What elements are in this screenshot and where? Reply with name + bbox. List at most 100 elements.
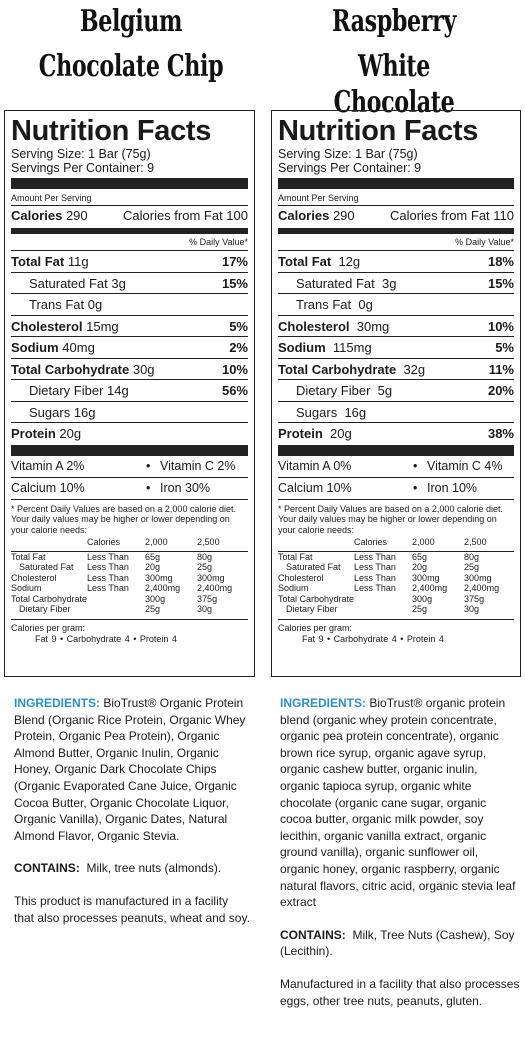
nutrient-row-sugars: Sugars 16g <box>11 402 248 423</box>
amount-per-serving: Amount Per Serving <box>11 193 92 203</box>
divider-thick <box>11 178 248 189</box>
divider-thick <box>11 444 248 456</box>
mineral-row: Calcium 10% • Iron 10% <box>278 478 514 500</box>
text-label: Total Carbohydrate <box>278 361 397 377</box>
text-label: Dietary Fiber <box>286 604 338 614</box>
calories-row: Calories 290 Calories from Fat 100 <box>11 206 248 228</box>
text-label: 2,500 <box>197 537 220 547</box>
text-label: Calories <box>278 208 330 223</box>
text-label: Calories per gram: <box>278 622 353 633</box>
text-label: Total Carbohydrate <box>11 593 88 604</box>
amount-per-serving: Amount Per Serving <box>278 193 359 203</box>
text-label: Vitamin C 4% <box>427 458 503 473</box>
text-label: 300mg <box>464 572 492 583</box>
text-label: 32g <box>403 361 426 377</box>
calories-per-gram: Calories per gram: Fat 9 • Carbohydrate … <box>11 618 248 645</box>
text-label: Less Than <box>354 583 396 593</box>
nutrient-row-total-carbohydrate: Total Carbohydrate 32g 11% <box>278 359 514 380</box>
text-label: 10% <box>487 318 514 334</box>
table-row: Total Carbohydrate 300g 375g <box>11 594 248 605</box>
text-label: Calcium 10% <box>278 480 352 495</box>
nutrient-row-dietary-fiber: Dietary Fiber 5g 20% <box>278 380 514 402</box>
product-title: Raspberry White Chocolate <box>297 4 491 121</box>
text-label: 2,400mg <box>145 583 181 593</box>
text-label: Chocolate Chip <box>38 49 224 84</box>
text-label: 18% <box>487 254 514 269</box>
text-label: 300mg <box>412 572 440 583</box>
text-label: BioTrust® Organic Protein Blend (Organic… <box>14 696 246 843</box>
calories-per-gram: Calories per gram: Fat 9 • Carbohydrate … <box>278 618 514 645</box>
text-label: Less Than <box>354 562 396 572</box>
daily-value-footnote: * Percent Daily Values are based on a 2,… <box>278 503 503 535</box>
text-label: 25g <box>145 604 161 614</box>
nutrient-row-protein: Protein 20g <box>11 423 248 445</box>
divider-medium <box>278 228 514 234</box>
table-row: Saturated Fat Less Than 20g 25g <box>11 562 248 573</box>
text-label: 5g <box>377 383 393 398</box>
text-label: 115mg <box>332 340 372 355</box>
text-label: 30g <box>464 604 480 614</box>
nutrition-facts-heading: Nutrition Facts <box>278 115 479 147</box>
text-label: Trans Fat <box>296 297 352 312</box>
text-label: Protein <box>278 426 323 441</box>
text-label: White Chocolate <box>333 49 455 120</box>
nutrient-row-cholesterol: Cholesterol 30mg 10% <box>278 316 514 337</box>
text-label: Vitamin A 2% <box>11 458 85 473</box>
table-row: Total Fat Less Than 65g 80g <box>278 551 514 562</box>
text-label: Cholesterol <box>11 572 57 583</box>
table-row: Sodium Less Than 2,400mg 2,400mg <box>278 583 514 594</box>
text-label: Calories <box>354 537 388 547</box>
text-label: 290 <box>65 208 88 223</box>
text-label: 0g <box>358 297 373 312</box>
calories-from-fat: Calories from Fat 100 <box>123 208 248 223</box>
text-label: Iron 10% <box>427 480 478 495</box>
servings-per-container: Servings Per Container: 9 <box>278 161 422 175</box>
text-label: 375g <box>464 593 485 604</box>
nutrient-row-saturated-fat: Saturated Fat 3g 15% <box>278 273 514 294</box>
text-label <box>11 537 87 551</box>
text-label: 20% <box>487 383 514 398</box>
contains-paragraph: CONTAINS: Milk, Tree Nuts (Cashew), Soy … <box>280 927 520 960</box>
text-label: INGREDIENTS: <box>280 696 367 710</box>
text-label: 17% <box>221 254 248 269</box>
calories-from-fat: Calories from Fat 110 <box>389 208 514 223</box>
text-label: 12g <box>338 254 361 269</box>
daily-value-header: % Daily Value* <box>278 234 514 251</box>
text-label: 5% <box>229 318 248 334</box>
table-row: Total Fat Less Than 65g 80g <box>11 551 248 562</box>
divider <box>278 205 514 206</box>
text-label: Saturated Fat <box>19 562 74 572</box>
table-row: Dietary Fiber 25g 30g <box>278 604 514 615</box>
text-label: Dietary Fiber <box>19 604 71 614</box>
text-label: 2% <box>229 340 248 355</box>
table-row: Total Carbohydrate 300g 375g <box>278 594 514 605</box>
text-label: Fat 9 • Carbohydrate 4 • Protein 4 <box>35 633 177 644</box>
text-label: Total Carbohydrate <box>11 361 130 377</box>
ingredients-section: INGREDIENTS: BioTrust® Organic Protein B… <box>14 695 250 942</box>
text-label: 25g <box>464 562 480 572</box>
text-label: Less Than <box>87 551 129 562</box>
text-label: Total Carbohydrate <box>278 593 355 604</box>
text-label: Calcium 10% <box>11 480 85 495</box>
servings-per-container: Servings Per Container: 9 <box>11 161 155 175</box>
serving-size: Serving Size: 1 Bar (75g) <box>278 147 418 161</box>
text-label: Saturated Fat <box>296 275 375 291</box>
text-label: BioTrust® organic protein blend (organic… <box>280 696 516 910</box>
text-label: Less Than <box>87 562 129 572</box>
text-label: 38% <box>487 426 514 441</box>
calories-row: Calories 290 Calories from Fat 110 <box>278 206 514 228</box>
vitamin-row: Vitamin A 0% • Vitamin C 4% <box>278 456 514 478</box>
text-label: 80g <box>464 551 480 562</box>
text-label: Less Than <box>87 572 129 583</box>
text-label: Less Than <box>354 572 396 583</box>
text-label: 65g <box>145 551 161 562</box>
text-label: 40mg <box>62 340 95 355</box>
text-label: Saturated Fat <box>29 275 108 291</box>
text-label: Trans Fat <box>29 297 85 312</box>
text-label: Iron 30% <box>160 480 211 495</box>
nutrient-row-total-fat: Total Fat 11g 17% <box>11 251 248 273</box>
text-label: CONTAINS: <box>280 927 346 942</box>
divider <box>11 205 248 206</box>
vitamin-row: Vitamin A 2% • Vitamin C 2% <box>11 456 248 478</box>
text-label: 2,500 <box>464 537 487 547</box>
